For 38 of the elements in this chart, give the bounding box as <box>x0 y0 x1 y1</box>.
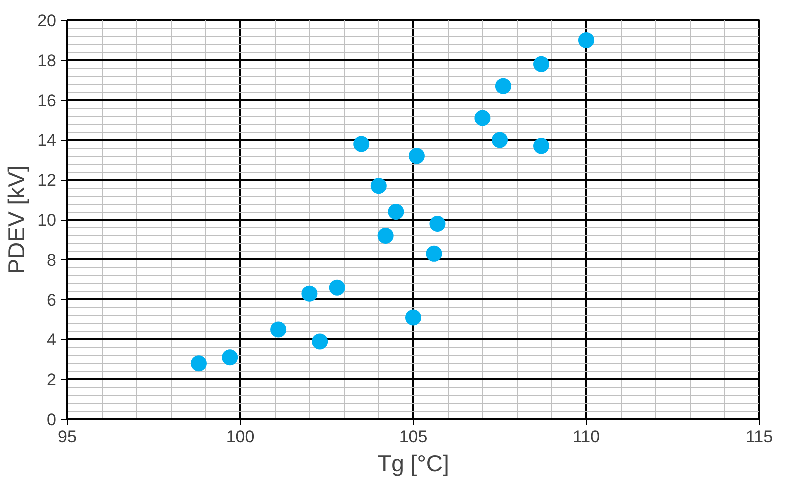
point <box>222 350 238 366</box>
y-tick-label: 10 <box>38 211 57 230</box>
x-tick-label: 110 <box>572 428 600 446</box>
y-tick-label: 12 <box>38 171 57 190</box>
point <box>388 204 404 220</box>
point <box>312 334 328 350</box>
point <box>426 246 442 262</box>
point <box>270 322 287 338</box>
y-tick-label: 4 <box>47 330 57 350</box>
point <box>354 136 370 152</box>
point <box>495 78 512 94</box>
point <box>492 132 508 148</box>
y-tick-label: 14 <box>38 131 57 150</box>
y-tick-label: 20 <box>38 12 57 30</box>
point <box>408 148 425 164</box>
x-tick-label: 95 <box>58 428 77 446</box>
x-tick-label: 100 <box>226 428 255 446</box>
point <box>370 178 387 194</box>
point <box>474 110 491 126</box>
x-axis-title: Tg [°C] <box>378 450 450 476</box>
point <box>329 280 346 296</box>
point <box>578 32 594 48</box>
point <box>534 138 550 154</box>
y-tick-label: 2 <box>47 370 57 390</box>
x-tick-label: 105 <box>399 428 428 446</box>
y-tick-label: 0 <box>47 410 57 430</box>
point <box>406 310 422 326</box>
x-tick-label: 115 <box>746 428 774 446</box>
y-tick-label: 6 <box>47 290 57 310</box>
y-tick-label: 16 <box>38 91 57 110</box>
point <box>302 286 318 302</box>
point <box>190 356 207 372</box>
y-tick-label: 18 <box>38 51 57 70</box>
point <box>378 228 394 244</box>
point <box>430 216 446 232</box>
point <box>534 56 550 72</box>
y-axis-title: PDEV [kV] <box>4 166 30 274</box>
y-tick-label: 8 <box>47 250 57 270</box>
